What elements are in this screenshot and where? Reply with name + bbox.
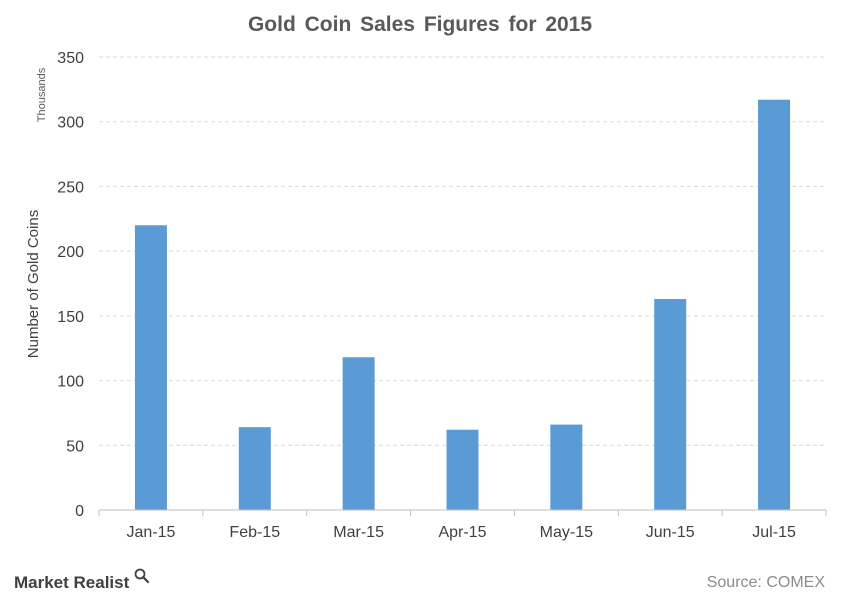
x-tick-label: Mar-15 bbox=[333, 524, 384, 541]
y-tick-label: 250 bbox=[57, 179, 84, 196]
y-tick-label: 200 bbox=[57, 244, 84, 261]
magnifier-icon bbox=[134, 568, 150, 584]
y-tick-label: 150 bbox=[57, 309, 84, 326]
x-tick-label: Jun-15 bbox=[646, 524, 695, 541]
bar bbox=[342, 357, 375, 510]
bars bbox=[134, 99, 791, 510]
bar bbox=[446, 429, 479, 510]
y-tick-label: 300 bbox=[57, 115, 84, 132]
bar bbox=[134, 225, 167, 510]
bar bbox=[654, 299, 687, 510]
bar bbox=[550, 424, 583, 510]
y-tick-labels: 0 50 100 150 200 250 300 350 bbox=[57, 50, 84, 520]
axes bbox=[98, 509, 827, 516]
bar bbox=[758, 99, 791, 510]
x-tick-label: May-15 bbox=[540, 524, 593, 541]
chart-title: Gold Coin Sales Figures for 2015 bbox=[248, 13, 592, 36]
x-tick-label: Jan-15 bbox=[126, 524, 175, 541]
units-label: Thousands bbox=[36, 67, 48, 122]
x-tick-label: Feb-15 bbox=[229, 524, 280, 541]
y-tick-label: 0 bbox=[75, 503, 84, 520]
brand-name: Market Realist bbox=[14, 573, 130, 592]
y-tick-label: 50 bbox=[66, 438, 84, 455]
brand-logo: Market Realist bbox=[14, 568, 150, 592]
x-tick-label: Apr-15 bbox=[438, 524, 486, 541]
gridlines bbox=[99, 56, 826, 446]
y-axis-title: Number of Gold Coins bbox=[25, 210, 42, 358]
source-label: Source: COMEX bbox=[707, 574, 826, 591]
x-tick-labels: Jan-15 Feb-15 Mar-15 Apr-15 May-15 Jun-15 Jul-… bbox=[126, 524, 795, 541]
y-tick-label: 100 bbox=[57, 374, 84, 391]
x-tick-label: Jul-15 bbox=[752, 524, 796, 541]
bar bbox=[238, 427, 271, 510]
y-tick-label: 350 bbox=[57, 50, 84, 67]
